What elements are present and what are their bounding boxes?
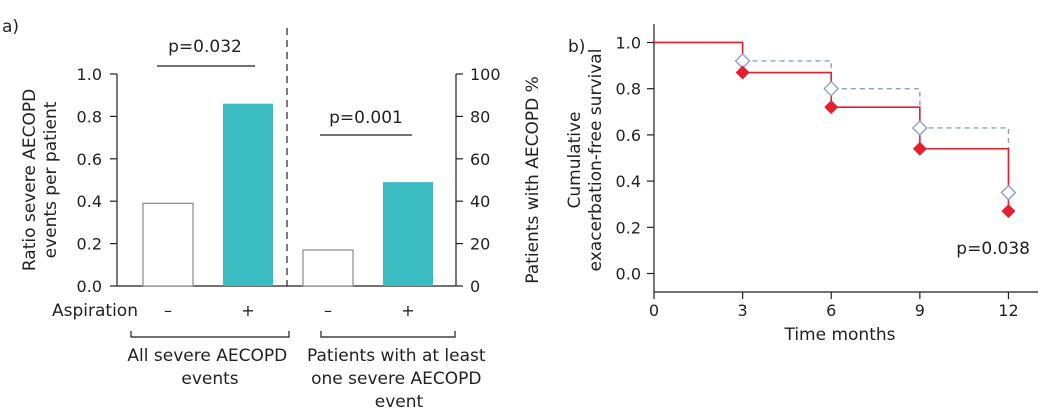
left-y-tick-label: 0.0: [77, 277, 102, 296]
km-marker-open-diamond: [1000, 184, 1017, 201]
km-y-tick-label: 0.8: [616, 80, 641, 99]
left-y-tick-label: 0.2: [77, 235, 102, 254]
right-y-tick-label: 60: [470, 150, 490, 169]
right-y-tick-label: 20: [470, 235, 490, 254]
km-marker-open-diamond: [911, 119, 928, 136]
km-marker-filled-diamond: [1001, 204, 1016, 219]
p-value-patients: p=0.001: [329, 108, 403, 128]
bracket-patients: [320, 331, 456, 338]
left-y-tick-label: 0.6: [77, 150, 102, 169]
km-x-ticks: 0 3 6 9 12: [649, 292, 1019, 320]
left-y-tick-label: 0.4: [77, 192, 102, 211]
bracket-events: [130, 331, 290, 338]
km-x-tick-label: 3: [738, 301, 748, 320]
x-tick-events-positive: +: [241, 301, 254, 320]
km-line-aspiration-negative: [654, 41, 1010, 193]
right-y-tick-label: 80: [470, 107, 490, 126]
km-y-tick-label: 1.0: [616, 33, 641, 52]
right-y-tick-label: 0: [470, 277, 480, 296]
km-y-tick-label: 0.4: [616, 172, 641, 191]
km-marker-filled-diamond: [912, 141, 927, 156]
km-y-tick-label: 0.6: [616, 126, 641, 145]
panel-b: b) 0.00.20.40.60.81.0 0 3 6 9 12 Cumulative …: [565, 24, 1038, 345]
km-x-tick-label: 12: [998, 301, 1018, 320]
km-y-tick-label: 0.2: [616, 218, 641, 237]
bar-patients-negative: [302, 249, 354, 287]
x-tick-events-negative: –: [164, 301, 172, 320]
group-label-patients: Patients with at least one severe AECOPD…: [307, 346, 491, 412]
aspiration-label: Aspiration: [52, 301, 138, 321]
bar-events-positive: [223, 103, 273, 287]
bar-events-negative: [142, 202, 194, 287]
right-y-axis-title: Patients with AECOPD %: [523, 76, 543, 283]
km-marker-open-diamond: [823, 80, 840, 97]
panel-b-label: b): [568, 37, 585, 57]
bar-patients-positive: [383, 182, 433, 286]
left-y-tick-label: 1.0: [77, 65, 102, 84]
km-y-ticks: 0.0 0.2 0.4 0.6 0.8 1.0: [616, 33, 654, 284]
panel-a: a) 0.0 0.2 0.4 0.6 0.8 1.0 Ratio severe AECOP…: [2, 17, 543, 412]
km-marker-filled-diamond: [824, 100, 839, 115]
right-y-ticks: 0 20 40 60 80 100: [456, 65, 501, 296]
panel-a-label: a): [2, 17, 19, 37]
x-tick-patients-negative: –: [324, 301, 332, 320]
left-y-tick-label: 0.8: [77, 107, 102, 126]
right-y-tick-label: 40: [470, 192, 490, 211]
x-tick-patients-positive: +: [401, 301, 414, 320]
km-y-axis-title-2: exacerbation-free survival: [586, 49, 606, 272]
km-y-axis-title-1: Cumulative: [565, 111, 585, 208]
right-y-tick-label: 100: [470, 65, 501, 84]
km-x-tick-label: 6: [826, 301, 836, 320]
km-marker-filled-diamond: [735, 65, 750, 80]
km-y-tick-label: 0.0: [616, 265, 641, 284]
km-x-tick-label: 0: [649, 301, 659, 320]
km-x-axis-title: Time months: [783, 325, 895, 345]
left-y-axis-title-2: events per patient: [41, 101, 61, 258]
km-markers-open: [734, 52, 1017, 201]
left-y-axis-title-1: Ratio severe AECOPD: [20, 89, 40, 271]
km-x-tick-label: 9: [915, 301, 925, 320]
group-label-events: All severe AECOPD events: [127, 346, 292, 389]
km-markers-filled: [735, 65, 1016, 219]
km-p-value: p=0.038: [956, 239, 1030, 259]
p-value-events: p=0.032: [168, 37, 242, 57]
left-y-ticks: 0.0 0.2 0.4 0.6 0.8 1.0: [77, 65, 117, 296]
